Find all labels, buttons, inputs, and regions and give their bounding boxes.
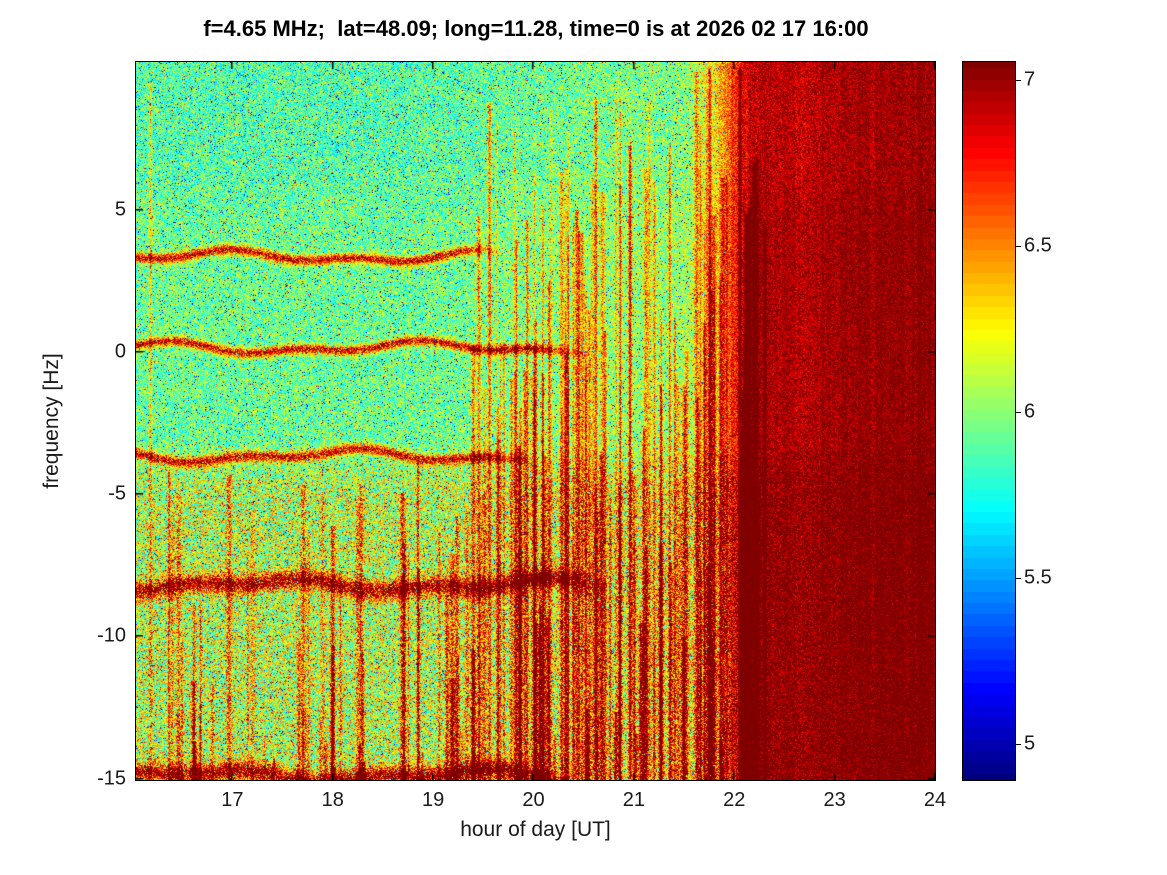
chart-title: f=4.65 MHz; lat=48.09; long=11.28, time=… — [203, 16, 869, 41]
y-tick-label: -15 — [97, 767, 126, 790]
x-tick-label: 22 — [723, 789, 746, 811]
colorbar-tick-label: 5 — [1024, 732, 1036, 755]
colorbar-tick-label: 6.5 — [1024, 234, 1052, 257]
x-tick-label: 18 — [321, 789, 344, 811]
colorbar-tick-mark — [1016, 578, 1021, 580]
x-tick-label: 23 — [823, 789, 846, 811]
x-tick-label: 19 — [421, 789, 445, 811]
y-tick-label: -5 — [108, 482, 126, 505]
x-tick-label: 20 — [522, 789, 545, 811]
colorbar-tick-label: 5.5 — [1024, 566, 1052, 589]
x-tick-label: 21 — [622, 789, 645, 811]
y-tick-label: 5 — [114, 198, 126, 221]
colorbar-tick-label: 7 — [1024, 68, 1036, 91]
y-tick-label: -10 — [97, 624, 126, 647]
x-tick-label: 24 — [923, 789, 947, 811]
heatmap-canvas — [136, 62, 935, 780]
colorbar-canvas — [963, 62, 1015, 780]
colorbar-tick-mark — [1016, 412, 1021, 414]
colorbar-tick-label: 6 — [1024, 400, 1036, 423]
x-tick-label: 17 — [221, 789, 244, 811]
y-tick-label: 0 — [114, 340, 126, 363]
x-axis-label: hour of day [UT] — [460, 818, 611, 841]
y-axis-label: frequency [Hz] — [40, 353, 63, 489]
colorbar-tick-mark — [1016, 245, 1021, 247]
colorbar-tick-mark — [1016, 744, 1021, 746]
colorbar-tick-mark — [1016, 79, 1021, 81]
